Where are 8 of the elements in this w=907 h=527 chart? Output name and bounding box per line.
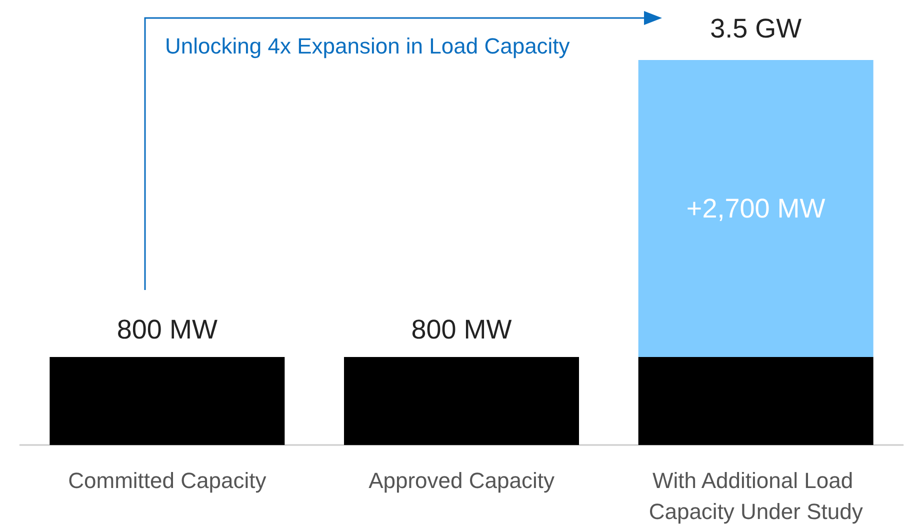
data-label: 800 MW [116,314,218,344]
annotation: 3.5 GW [710,14,802,44]
data-label: 800 MW [411,314,512,344]
x-tick-label: With Additional Load Capacity Under Study [648,468,863,524]
data-label: +2,700 MW [686,194,826,224]
x-tick-label: Approved Capacity [368,468,554,493]
x-tick-label: Committed Capacity [68,468,266,493]
text: Unlocking 4x Expansion in Load Capacity [165,34,570,58]
